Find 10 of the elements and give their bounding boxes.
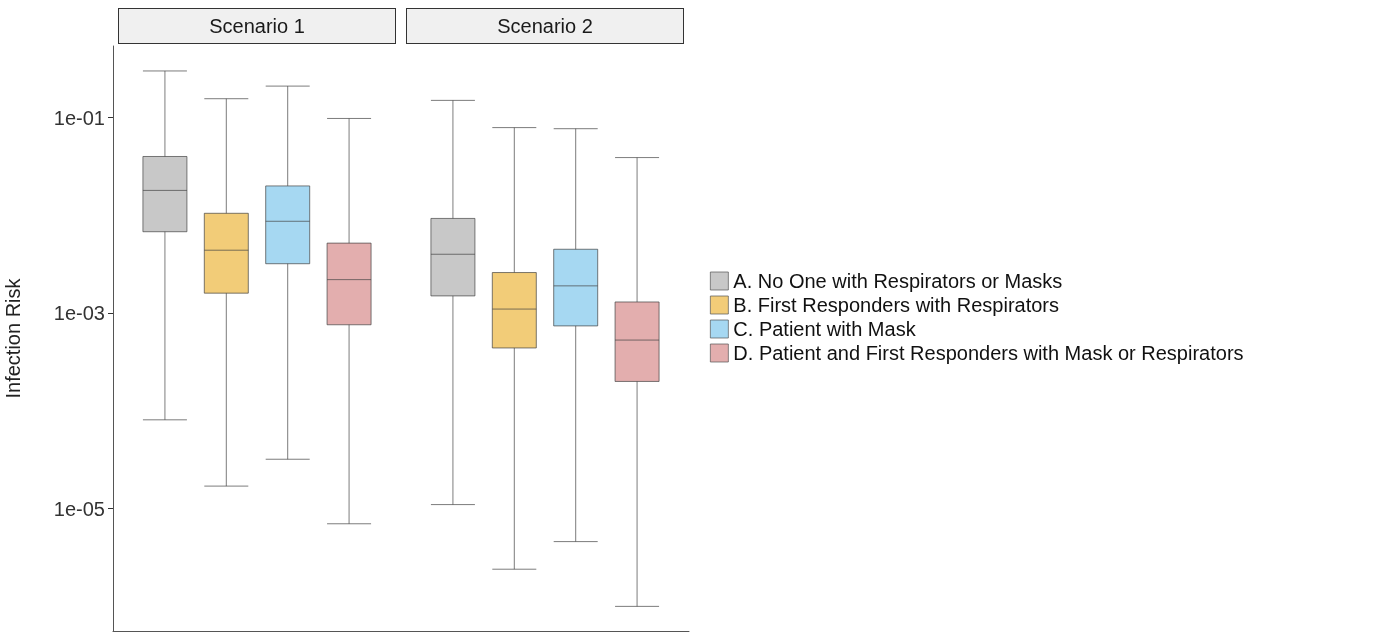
y-tick-label: 1e-05 (53, 497, 105, 520)
x-tick-label: Scenario 2 (497, 15, 593, 37)
legend-label: B. First Responders with Respirators (733, 294, 1060, 316)
y-tick-label: 1e-01 (53, 106, 105, 129)
y-tick-label: 1e-03 (53, 302, 105, 325)
legend-label: D. Patient and First Responders with Mask or Respirators (733, 342, 1244, 364)
legend-label: A. No One with Respirators or Masks (733, 270, 1063, 292)
x-tick-label: Scenario 1 (209, 15, 305, 37)
legend-label: C. Patient with Mask (733, 318, 917, 340)
y-axis-title: Infection Risk (2, 277, 24, 399)
